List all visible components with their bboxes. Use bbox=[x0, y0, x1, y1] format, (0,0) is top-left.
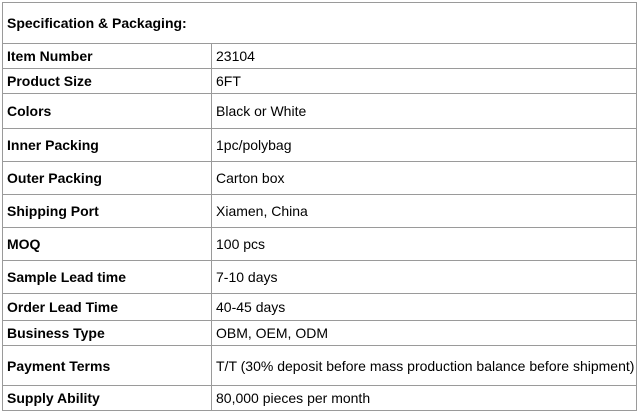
table-row: Colors Black or White bbox=[2, 93, 637, 129]
row-value-business-type: OBM, OEM, ODM bbox=[211, 320, 637, 346]
row-value-colors: Black or White bbox=[211, 93, 637, 129]
table-row: MOQ 100 pcs bbox=[2, 227, 637, 261]
row-value-shipping-port: Xiamen, China bbox=[211, 194, 637, 228]
row-label-business-type: Business Type bbox=[2, 320, 212, 346]
row-label-moq: MOQ bbox=[2, 227, 212, 261]
row-label-inner-packing: Inner Packing bbox=[2, 128, 212, 162]
row-value-item-number: 23104 bbox=[211, 43, 637, 69]
row-label-supply-ability: Supply Ability bbox=[2, 385, 212, 411]
table-row: Outer Packing Carton box bbox=[2, 161, 637, 195]
table-row: Business Type OBM, OEM, ODM bbox=[2, 320, 637, 346]
row-label-product-size: Product Size bbox=[2, 68, 212, 94]
row-value-order-lead-time: 40-45 days bbox=[211, 293, 637, 321]
table-row: Shipping Port Xiamen, China bbox=[2, 194, 637, 228]
row-label-order-lead-time: Order Lead Time bbox=[2, 293, 212, 321]
row-label-outer-packing: Outer Packing bbox=[2, 161, 212, 195]
table-row: Product Size 6FT bbox=[2, 68, 637, 94]
row-value-sample-lead-time: 7-10 days bbox=[211, 260, 637, 294]
table-row: Inner Packing 1pc/polybag bbox=[2, 128, 637, 162]
row-label-item-number: Item Number bbox=[2, 43, 212, 69]
row-value-payment-terms: T/T (30% deposit before mass production … bbox=[211, 345, 637, 386]
table-row: Order Lead Time 40-45 days bbox=[2, 293, 637, 321]
row-value-inner-packing: 1pc/polybag bbox=[211, 128, 637, 162]
table-row: Item Number 23104 bbox=[2, 43, 637, 69]
row-value-supply-ability: 80,000 pieces per month bbox=[211, 385, 637, 411]
row-label-shipping-port: Shipping Port bbox=[2, 194, 212, 228]
row-label-sample-lead-time: Sample Lead time bbox=[2, 260, 212, 294]
row-value-product-size: 6FT bbox=[211, 68, 637, 94]
table-row: Payment Terms T/T (30% deposit before ma… bbox=[2, 345, 637, 386]
row-label-payment-terms: Payment Terms bbox=[2, 345, 212, 386]
row-value-outer-packing: Carton box bbox=[211, 161, 637, 195]
row-value-moq: 100 pcs bbox=[211, 227, 637, 261]
table-header-row: Specification & Packaging: bbox=[2, 2, 637, 44]
row-label-colors: Colors bbox=[2, 93, 212, 129]
table-row: Supply Ability 80,000 pieces per month bbox=[2, 385, 637, 411]
table-row: Sample Lead time 7-10 days bbox=[2, 260, 637, 294]
section-title: Specification & Packaging: bbox=[2, 2, 637, 44]
spec-table: Specification & Packaging: Item Number 2… bbox=[2, 2, 637, 411]
